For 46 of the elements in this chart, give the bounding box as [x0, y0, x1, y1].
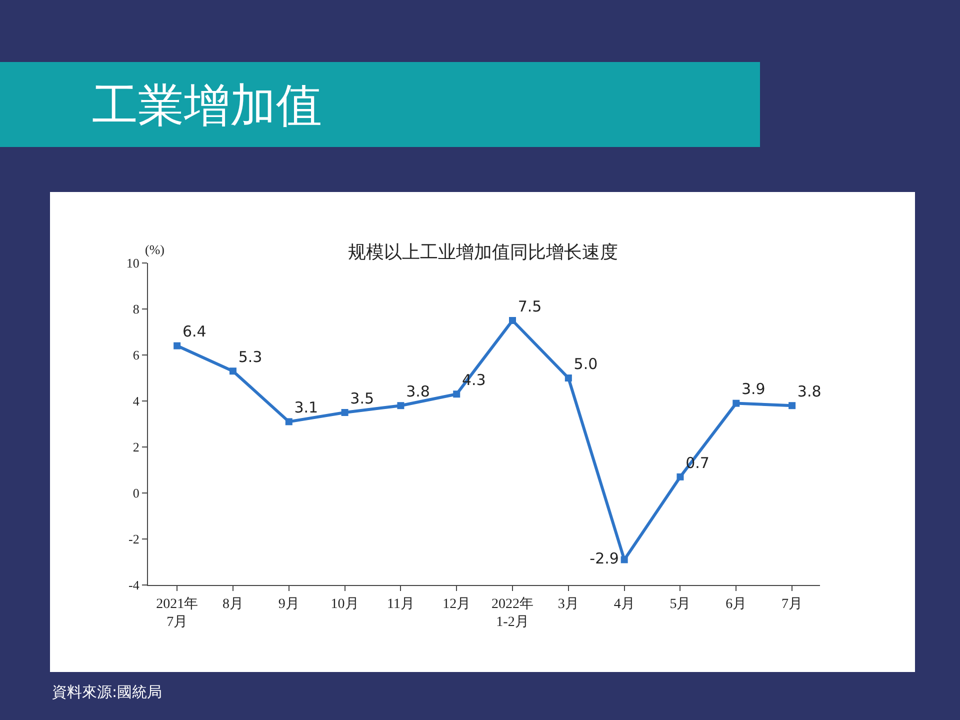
y-tick-label: 10: [126, 256, 140, 271]
y-axis-title: (%): [145, 242, 164, 257]
data-label: 3.9: [742, 380, 766, 398]
point: [397, 402, 404, 410]
x-tick-label: 7月: [782, 596, 803, 612]
x-tick-label: 5月: [670, 596, 691, 612]
point: [229, 368, 236, 375]
y-tick-label: 8: [132, 302, 140, 317]
chart-title: 工業增加值: [92, 78, 322, 132]
y-tick-label: 6: [132, 348, 140, 363]
point: [676, 473, 684, 480]
data-label: 3.8: [797, 382, 822, 400]
y-tick-label: 4: [132, 394, 140, 409]
point: [453, 390, 460, 398]
y-tick-label: 0: [132, 486, 140, 501]
point: [174, 342, 181, 350]
chart-subtitle: 规模以上工业增加值同比增长速度: [348, 242, 618, 263]
x-tick-label: 3月: [558, 596, 579, 612]
y-tick-label: 2: [132, 440, 140, 455]
x-tick-label: 2022年 1-2月: [492, 596, 534, 630]
x-tick-label: 10月: [330, 596, 359, 612]
y-tick-label: -4: [128, 578, 140, 593]
data-label: 3.1: [294, 398, 318, 417]
data-label: 5.0: [574, 354, 598, 373]
data-label: 3.8: [406, 382, 430, 400]
data-label: 3.5: [350, 389, 374, 408]
point: [788, 402, 796, 410]
x-tick-label: 6月: [726, 596, 747, 612]
data-label: 6.4: [182, 322, 206, 341]
point: [509, 317, 516, 324]
data-label: 5.3: [238, 348, 262, 366]
x-tick-label: 8月: [222, 596, 244, 612]
point: [564, 374, 572, 382]
y-tick-label: -2: [128, 532, 140, 547]
x-tick-label: 11月: [386, 596, 414, 612]
data-label: 7.5: [518, 297, 542, 316]
point: [620, 556, 628, 564]
x-tick-label: 9月: [278, 596, 300, 612]
point: [732, 400, 740, 407]
x-tick-label: 12月: [442, 596, 471, 612]
point: [341, 409, 348, 416]
x-tick-label: 4月: [614, 596, 635, 612]
source-note: 資料來源:國統局: [52, 683, 162, 701]
x-tick-label: 2021年 7月: [156, 596, 198, 630]
point: [285, 418, 292, 426]
data-label: -2.9: [590, 549, 619, 568]
